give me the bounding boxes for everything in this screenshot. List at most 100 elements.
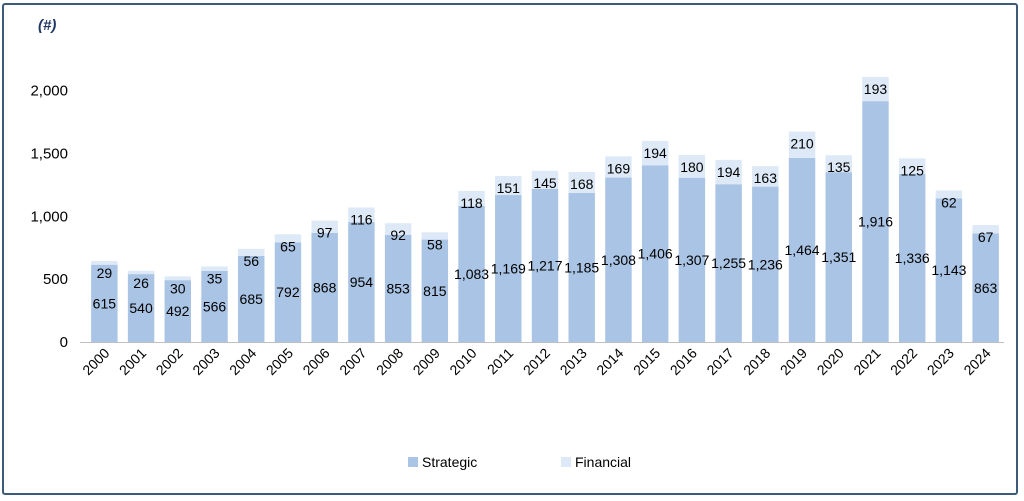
bar-financial-2023 xyxy=(935,190,963,199)
x-tick-label: 2022 xyxy=(887,345,920,378)
data-label-financial: 194 xyxy=(717,164,741,180)
bar-strategic-2023 xyxy=(935,198,963,342)
data-label-financial: 168 xyxy=(570,176,594,192)
bar-strategic-2001 xyxy=(127,274,155,342)
data-label-strategic: 1,083 xyxy=(454,266,489,282)
data-label-financial: 67 xyxy=(978,229,994,245)
data-label-financial: 193 xyxy=(864,81,888,97)
data-label-strategic: 540 xyxy=(129,300,153,316)
x-tick-label: 2000 xyxy=(79,345,112,378)
bar-strategic-2021 xyxy=(862,101,889,342)
x-tick-label: 2024 xyxy=(960,345,993,378)
data-label-strategic: 1,307 xyxy=(674,252,709,268)
data-label-strategic: 685 xyxy=(240,291,264,307)
x-tick-label: 2017 xyxy=(703,345,736,378)
data-label-strategic: 1,185 xyxy=(564,260,599,276)
data-label-strategic: 1,351 xyxy=(821,249,856,265)
data-label-strategic: 954 xyxy=(350,274,374,290)
data-label-financial: 125 xyxy=(901,162,925,178)
x-tick-label: 2003 xyxy=(189,345,222,378)
bar-strategic-2000 xyxy=(91,264,118,342)
data-label-financial: 65 xyxy=(280,238,296,254)
bar-financial-2007 xyxy=(348,207,375,223)
x-tick-label: 2015 xyxy=(630,345,663,378)
bar-financial-2005 xyxy=(274,234,302,243)
bar-strategic-2016 xyxy=(678,177,706,342)
x-tick-label: 2018 xyxy=(740,345,773,378)
x-tick-label: 2001 xyxy=(116,345,149,378)
legend-financial-swatch xyxy=(561,457,571,467)
x-tick-label: 2005 xyxy=(263,345,296,378)
bar-financial-2012 xyxy=(531,170,559,190)
bar-strategic-2024 xyxy=(972,233,999,342)
x-tick-label: 2016 xyxy=(667,345,700,378)
bar-strategic-2011 xyxy=(495,195,522,342)
x-tick-label: 2012 xyxy=(520,345,553,378)
x-tick-label: 2009 xyxy=(410,345,443,378)
data-label-financial: 26 xyxy=(133,275,149,291)
bar-strategic-2013 xyxy=(568,193,595,342)
bar-financial-2000 xyxy=(91,261,118,265)
bar-financial-2020 xyxy=(825,155,852,173)
bar-financial-2002 xyxy=(164,276,192,281)
data-label-strategic: 615 xyxy=(93,295,117,311)
legend-strategic-label: Strategic xyxy=(422,454,477,470)
bar-strategic-2018 xyxy=(752,186,779,342)
data-label-strategic: 1,169 xyxy=(491,261,526,277)
x-tick-label: 2006 xyxy=(299,345,332,378)
bar-strategic-2003 xyxy=(201,270,228,342)
legend-financial-label: Financial xyxy=(575,454,631,470)
bar-strategic-2019 xyxy=(788,157,816,342)
data-label-financial: 163 xyxy=(754,170,778,186)
x-tick-label: 2020 xyxy=(814,345,847,378)
bar-strategic-2010 xyxy=(458,205,485,342)
data-label-financial: 116 xyxy=(350,211,373,227)
data-label-strategic: 1,217 xyxy=(527,258,562,274)
bars: 615 29 540 26 492 30 566 35 685 56 792 65 868 97 954 11… xyxy=(80,76,1004,343)
bar-strategic-2017 xyxy=(715,184,742,342)
data-label-strategic: 1,336 xyxy=(895,250,930,266)
data-label-financial: 97 xyxy=(317,225,333,241)
data-label-financial: 35 xyxy=(207,270,223,286)
data-label-financial: 56 xyxy=(243,253,259,269)
bar-strategic-2012 xyxy=(531,189,559,342)
bar-financial-2004 xyxy=(238,248,265,256)
bar-financial-2009 xyxy=(421,232,449,240)
data-label-strategic: 1,308 xyxy=(601,252,636,268)
bar-financial-2016 xyxy=(678,155,706,178)
unit-label: (#) xyxy=(38,17,56,34)
x-tick-label: 2008 xyxy=(373,345,406,378)
bar-financial-2014 xyxy=(605,156,632,178)
data-label-strategic: 1,406 xyxy=(638,246,673,262)
bar-financial-2019 xyxy=(788,131,816,158)
data-label-strategic: 1,464 xyxy=(785,242,820,258)
x-axis: 2000 2001 2002 2003 2004 2005 2006 2007 2008 2009… xyxy=(79,345,994,378)
bar-financial-2024 xyxy=(972,225,999,234)
data-label-strategic: 815 xyxy=(423,283,447,299)
bar-financial-2021 xyxy=(862,76,889,102)
data-label-strategic: 1,255 xyxy=(711,255,746,271)
bar-financial-2013 xyxy=(568,171,595,194)
bar-financial-2018 xyxy=(752,166,779,187)
bar-strategic-2006 xyxy=(311,232,338,342)
bar-strategic-2007 xyxy=(348,222,375,342)
x-tick-label: 2007 xyxy=(336,345,369,378)
x-tick-label: 2014 xyxy=(593,345,626,378)
data-label-strategic: 863 xyxy=(974,280,998,296)
data-label-financial: 210 xyxy=(790,136,814,152)
data-label-strategic: 492 xyxy=(166,303,190,319)
x-tick-label: 2019 xyxy=(777,345,810,378)
data-label-financial: 30 xyxy=(170,280,186,296)
bar-financial-2008 xyxy=(384,223,412,235)
data-label-financial: 151 xyxy=(497,180,521,196)
bar-financial-2006 xyxy=(311,220,338,233)
data-label-financial: 58 xyxy=(427,236,443,252)
data-label-strategic: 868 xyxy=(313,279,337,295)
bar-strategic-2005 xyxy=(274,242,302,342)
data-label-financial: 62 xyxy=(941,195,957,211)
data-label-strategic: 1,916 xyxy=(858,214,893,230)
bar-strategic-2020 xyxy=(825,172,852,342)
data-label-strategic: 792 xyxy=(276,284,300,300)
data-label-financial: 135 xyxy=(827,159,851,175)
